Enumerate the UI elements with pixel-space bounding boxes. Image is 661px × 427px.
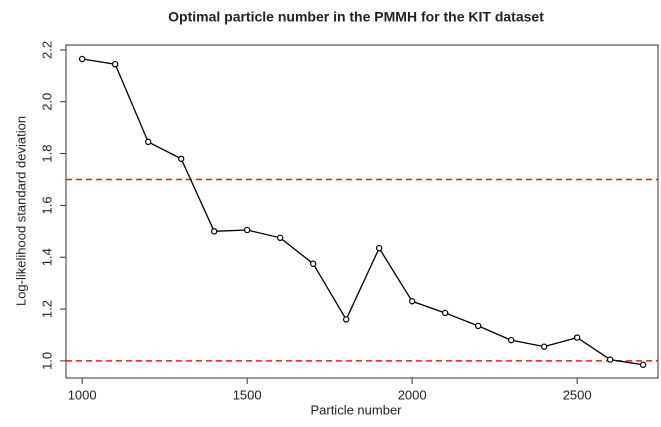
y-tick-label: 1.8: [39, 145, 54, 163]
data-point: [210, 228, 218, 235]
data-point: [540, 343, 548, 350]
y-tick-label: 1.6: [39, 196, 54, 214]
data-point: [78, 55, 86, 63]
data-point: [309, 260, 317, 267]
data-point: [441, 309, 449, 317]
data-point: [639, 361, 647, 368]
data-point: [408, 298, 416, 305]
x-tick-label: 1500: [233, 387, 262, 402]
x-tick-label: 1000: [68, 387, 97, 402]
data-point: [507, 336, 515, 344]
x-axis-label: Particle number: [310, 402, 402, 417]
x-tick-label: 2000: [398, 387, 427, 402]
y-tick-label: 1.4: [39, 248, 54, 266]
data-point: [243, 226, 251, 234]
data-point: [144, 138, 152, 146]
data-point: [606, 356, 614, 363]
data-point: [474, 322, 482, 330]
y-tick-label: 1.2: [39, 300, 54, 318]
y-tick-label: 1.0: [39, 352, 54, 370]
data-point: [342, 316, 350, 323]
data-point: [375, 244, 383, 252]
data-point: [177, 155, 185, 162]
x-tick-label: 2500: [563, 387, 592, 402]
data-point: [276, 234, 284, 242]
chart-title: Optimal particle number in the PMMH for …: [168, 9, 544, 25]
y-tick-label: 2.2: [39, 41, 54, 59]
data-point: [573, 334, 581, 341]
plot-frame: [65, 44, 659, 379]
data-point: [111, 60, 119, 68]
y-tick-label: 2.0: [39, 93, 54, 111]
series-line: [82, 58, 644, 366]
y-axis-label: Log-likelihood standard deviation: [13, 116, 28, 306]
